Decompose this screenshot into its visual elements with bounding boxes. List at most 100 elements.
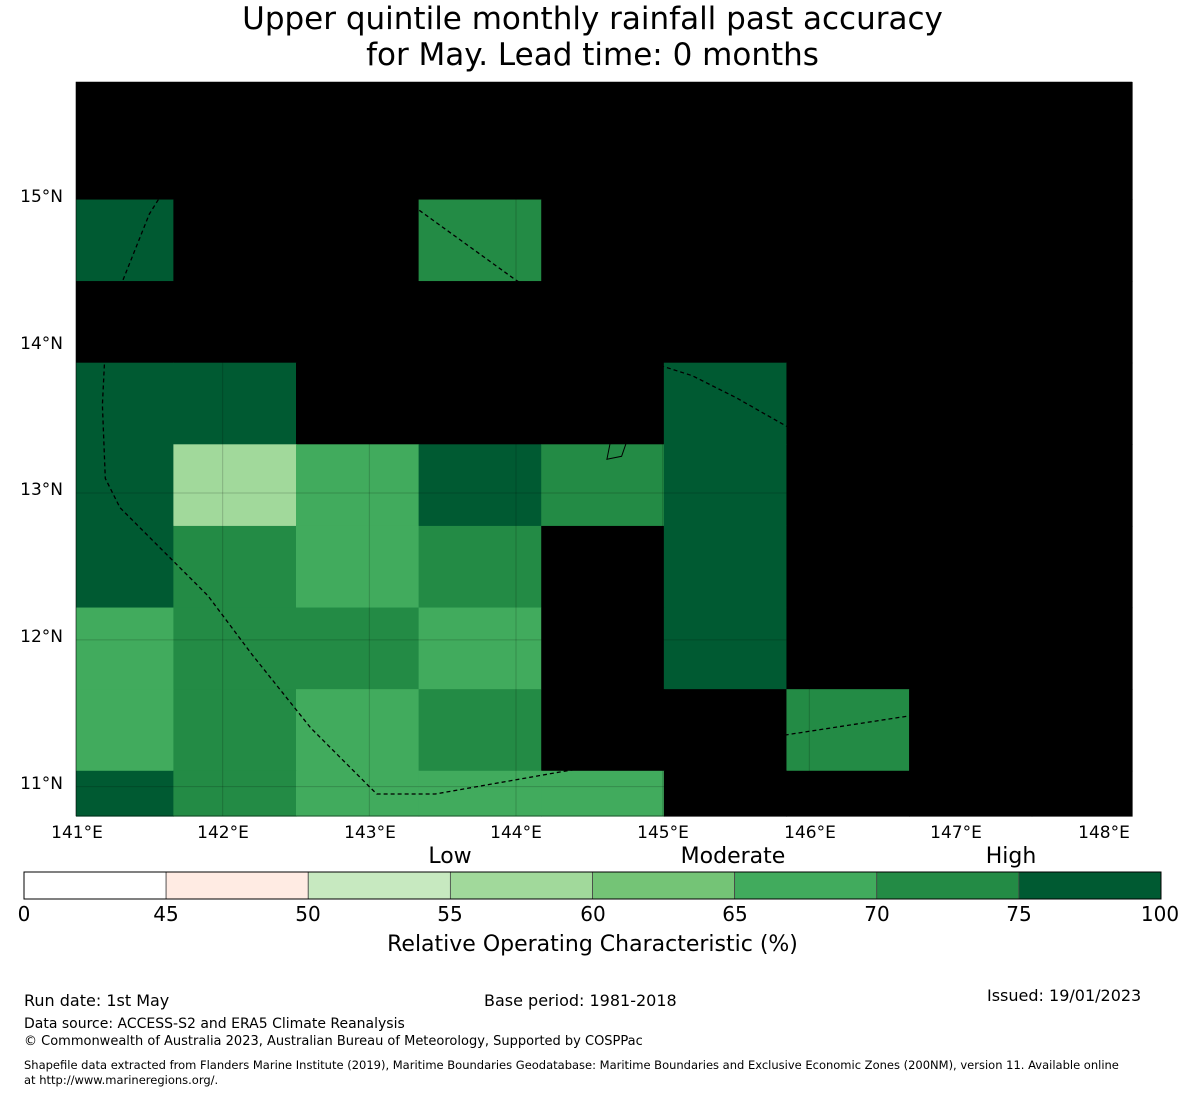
grid-cell (76, 82, 174, 201)
lat-label-15n: 15°N (20, 187, 63, 207)
copyright: © Commonwealth of Australia 2023, Austra… (24, 1034, 643, 1049)
colorbar-segment (1018, 871, 1162, 900)
shapefile-credit-line2: at http://www.marineregions.org/. (24, 1073, 219, 1087)
run-date: Run date: 1st May (24, 991, 170, 1010)
colorbar-segment (23, 871, 167, 900)
grid-cell (418, 281, 542, 364)
grid-cell (173, 82, 297, 201)
colorbar-tick-65: 65 (722, 902, 748, 926)
grid-cell (418, 362, 542, 445)
grid-cell (173, 689, 297, 772)
colorbar-tick-70: 70 (864, 902, 890, 926)
grid-cell (541, 199, 665, 282)
grid-cell (418, 82, 542, 201)
grid-cell (1031, 444, 1133, 527)
grid-cell (663, 607, 788, 690)
issued-date: Issued: 19/01/2023 (987, 986, 1142, 1005)
grid-cell (541, 689, 665, 772)
grid-cell (663, 199, 788, 282)
grid-cell (296, 199, 420, 282)
grid-cell (296, 444, 420, 527)
grid-cell (786, 607, 910, 690)
island-outline (769, 160, 790, 186)
grid-cell (76, 525, 174, 609)
island-outline (603, 389, 657, 460)
island-outline (731, 220, 742, 227)
grid-cell (541, 362, 665, 445)
grid-cell (909, 525, 1033, 609)
grid-cell (909, 770, 1033, 817)
grid-cell (76, 444, 174, 527)
grid-cell (663, 525, 788, 609)
colorbar-tick-50: 50 (295, 902, 321, 926)
grid-cell (786, 281, 910, 364)
grid-cell (1031, 689, 1133, 772)
colorbar-segment (165, 871, 309, 900)
category-high: High (985, 844, 1037, 869)
grid-cell (296, 362, 420, 445)
grid-cell (663, 362, 788, 445)
chart-title-line2: for May. Lead time: 0 months (366, 37, 819, 73)
grid-cell (418, 444, 542, 527)
lon-label-146e: 146°E (784, 823, 836, 843)
grid-cell (173, 607, 297, 690)
grid-cell (663, 770, 788, 817)
grid-cell (909, 607, 1033, 690)
lon-label-141e: 141°E (51, 823, 103, 843)
colorbar-segment (734, 871, 878, 900)
colorbar-tick-45: 45 (153, 902, 179, 926)
lon-label-145e: 145°E (637, 823, 689, 843)
grid-cell (909, 82, 1033, 201)
lon-label-143e: 143°E (344, 823, 396, 843)
grid-cell (296, 689, 420, 772)
grid-cell (786, 362, 910, 445)
grid-cell (418, 607, 542, 690)
grid-cell (786, 82, 910, 201)
grid-cell (418, 525, 542, 609)
grid-cell (663, 82, 788, 201)
colorbar (23, 871, 1162, 900)
lat-label-12n: 12°N (20, 627, 63, 647)
colorbar-label: Relative Operating Characteristic (%) (387, 932, 798, 957)
grid-cell (418, 689, 542, 772)
graticule (75, 82, 1132, 816)
base-period: Base period: 1981-2018 (484, 991, 677, 1010)
grid-cell (76, 281, 174, 364)
lat-label-14n: 14°N (20, 334, 63, 354)
lon-label-142e: 142°E (197, 823, 249, 843)
colorbar-tick-0: 0 (17, 902, 31, 926)
grid-cell (663, 281, 788, 364)
grid-cell (418, 199, 542, 282)
colorbar-tick-100: 100 (1140, 902, 1180, 926)
roc-grid (76, 82, 1133, 817)
colorbar-segment (876, 871, 1020, 900)
grid-cell (173, 199, 297, 282)
category-low: Low (428, 844, 472, 869)
grid-cell (786, 199, 910, 282)
data-source: Data source: ACCESS-S2 and ERA5 Climate … (24, 1016, 405, 1032)
grid-cell (1031, 362, 1133, 445)
grid-cell (296, 281, 420, 364)
colorbar-segment (307, 871, 451, 900)
lon-label-147e: 147°E (930, 823, 982, 843)
grid-cell (663, 444, 788, 527)
grid-cell (173, 444, 297, 527)
grid-cell (1031, 82, 1133, 201)
grid-cell (663, 689, 788, 772)
grid-cell (173, 525, 297, 609)
colorbar-segment (592, 871, 736, 900)
grid-cell (296, 82, 420, 201)
chart-title-line1: Upper quintile monthly rainfall past acc… (242, 1, 943, 37)
grid-cell (1031, 199, 1133, 282)
grid-cell (173, 281, 297, 364)
grid-cell (909, 199, 1033, 282)
lat-label-13n: 13°N (20, 480, 63, 500)
grid-cell (909, 281, 1033, 364)
category-moderate: Moderate (680, 844, 786, 869)
grid-cell (296, 607, 420, 690)
map-frame (75, 81, 1133, 817)
grid-cell (541, 607, 665, 690)
grid-cell (1031, 525, 1133, 609)
grid-cell (786, 689, 910, 772)
grid-cell (173, 770, 297, 817)
